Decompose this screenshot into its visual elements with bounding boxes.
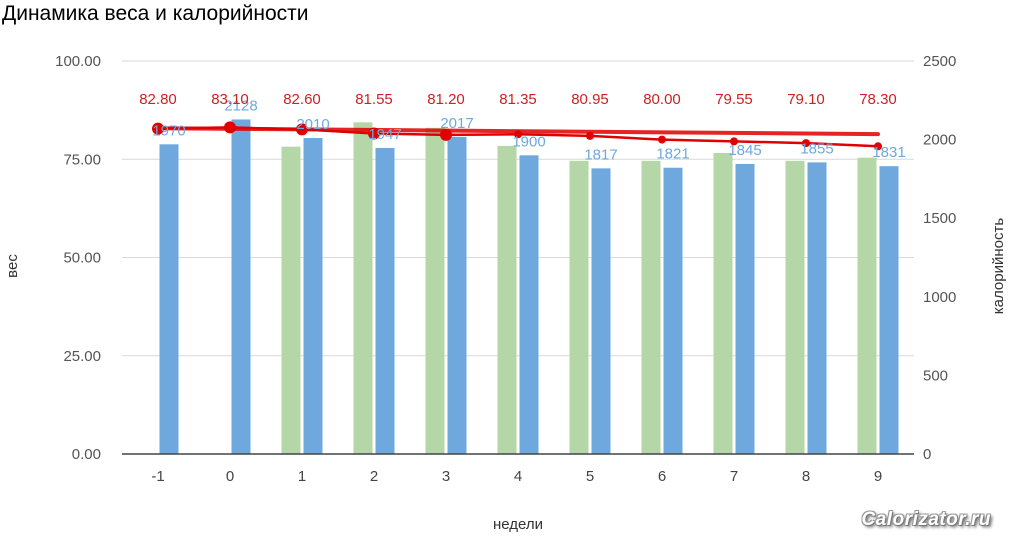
weight-point (368, 127, 380, 140)
weight-value-label: 81.20 (427, 91, 465, 108)
bar (497, 145, 517, 454)
bar (735, 163, 755, 454)
weight-point (658, 135, 666, 144)
weight-labels: 82.80 83.10 82.60 81.55 81.20 81.35 80.95 80.00… (139, 91, 897, 108)
axes: 0.00 25.00 50.00 75.00 100.00 0 500 1000 1500 200… (4, 53, 1007, 533)
weight-point (802, 139, 810, 148)
bar-value-label: 1947 (368, 126, 401, 143)
bar-value-label: 1821 (656, 146, 689, 163)
bar (447, 136, 467, 454)
bar (569, 160, 589, 454)
bar-series (159, 119, 899, 455)
y-right-tick-label: 1500 (923, 210, 956, 227)
bar (353, 122, 373, 455)
bar (713, 152, 733, 454)
bar (785, 160, 805, 454)
bar (281, 146, 301, 454)
bar (879, 166, 899, 454)
y-right-tick-label: 500 (923, 367, 948, 384)
weight-value-label: 78.30 (859, 91, 897, 108)
weight-point (874, 142, 882, 151)
bar-value-label: 2010 (296, 116, 329, 133)
chart-title: Динамика веса и калорийности (2, 2, 309, 25)
bar (425, 127, 445, 454)
y-left-tick-label: 75.00 (63, 151, 101, 168)
y-right-tick-label: 1000 (923, 289, 956, 306)
x-tick-label: 8 (802, 468, 810, 485)
bar (231, 119, 251, 455)
bar (519, 155, 539, 454)
y-right-tick-label: 0 (923, 446, 931, 463)
y-left-tick-label: 25.00 (63, 348, 101, 365)
x-tick-label: 4 (514, 468, 522, 485)
bar (591, 168, 611, 454)
watermark: Calorizator.ru (861, 509, 991, 530)
weight-value-label: 81.35 (499, 91, 537, 108)
weight-point (152, 122, 164, 135)
weight-point (730, 137, 738, 146)
weight-value-label: 79.10 (787, 91, 825, 108)
weight-value-label: 83.10 (211, 91, 249, 108)
bar-value-label: 2128 (224, 97, 257, 114)
x-tick-label: 9 (874, 468, 882, 485)
y-left-tick-label: 50.00 (63, 250, 101, 267)
bar (663, 167, 683, 454)
y-left-tick-label: 0.00 (72, 446, 101, 463)
x-axis-title: недели (493, 516, 543, 533)
x-tick-label: 6 (658, 468, 666, 485)
bar (857, 157, 877, 455)
bar-value-label: 2017 (440, 115, 473, 132)
x-tick-label: 0 (226, 468, 234, 485)
weight-value-label: 82.60 (283, 91, 321, 108)
bar (375, 147, 395, 455)
bar-value-label: 1855 (800, 140, 833, 157)
calorie-labels: 1970 2128 2010 1947 2017 1900 1817 1821 1845 1855… (152, 97, 905, 163)
bar-value-label: 1970 (152, 122, 185, 139)
x-tick-label: 1 (298, 468, 306, 485)
y-left-axis-title: вес (4, 254, 21, 278)
y-right-axis-title: калорийность (990, 218, 1007, 315)
weight-point (224, 121, 236, 134)
y-right-tick-label: 2500 (923, 53, 956, 70)
weight-point (514, 130, 522, 139)
weight-value-label: 82.80 (139, 91, 177, 108)
weight-point (296, 123, 308, 136)
y-right-tick-label: 2000 (923, 132, 956, 149)
x-tick-label: 5 (586, 468, 594, 485)
bar (807, 162, 827, 455)
weight-value-label: 80.00 (643, 91, 681, 108)
weight-point (440, 128, 452, 141)
weight-value-label: 81.55 (355, 91, 393, 108)
weight-value-label: 79.55 (715, 91, 753, 108)
x-tick-label: 3 (442, 468, 450, 485)
y-left-tick-label: 100.00 (55, 53, 101, 70)
x-tick-label: -1 (151, 468, 164, 485)
bar-value-label: 1831 (872, 144, 905, 161)
bar (159, 144, 179, 455)
weight-point (586, 131, 594, 140)
bar (641, 160, 661, 454)
weight-value-label: 80.95 (571, 91, 609, 108)
bar (303, 138, 323, 454)
bar-value-label: 1900 (512, 133, 545, 150)
bar-value-label: 1845 (728, 142, 761, 159)
x-tick-label: 2 (370, 468, 378, 485)
x-tick-label: 7 (730, 468, 738, 485)
weight-line-series (152, 121, 882, 151)
bar-value-label: 1817 (584, 146, 617, 163)
